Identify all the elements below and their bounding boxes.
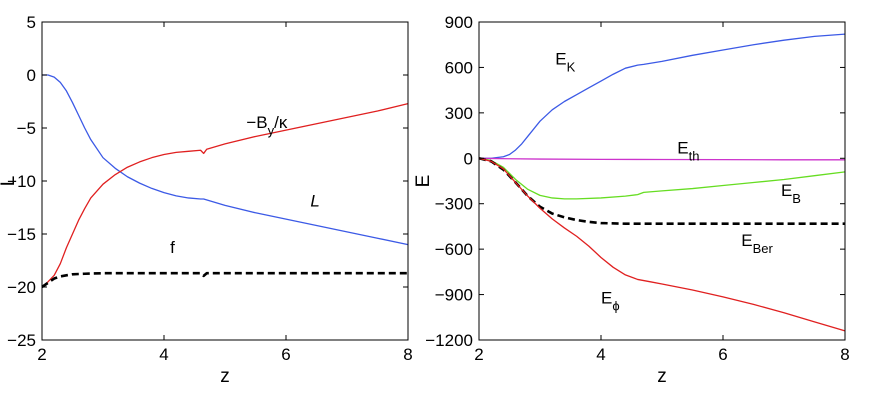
right-xtick-label: 6 — [718, 345, 727, 364]
right-xtick-label: 4 — [596, 345, 605, 364]
left-curve-label: L — [310, 191, 319, 210]
left-ytick-label: −10 — [7, 172, 36, 191]
left-ytick-label: 5 — [27, 13, 36, 32]
right-x-axis-label: z — [657, 366, 667, 387]
left-ytick-label: 0 — [27, 66, 36, 85]
right-curve-label: EB — [781, 181, 801, 206]
right-curve-label: EBer — [741, 231, 773, 256]
left-series--by-kappa-line — [41, 102, 409, 288]
right-panel-E: 2 4 6 8 900 600 300 0 −300 −600 −900 −1200 z E EK Eth EB… — [413, 13, 850, 387]
right-ytick-label: 300 — [445, 104, 473, 123]
right-y-axis-label: E — [413, 175, 434, 188]
right-ytick-label: 600 — [445, 58, 473, 77]
right-curve-label: Eϕ — [601, 289, 620, 314]
right-series-ephi-line — [478, 157, 846, 332]
left-xtick-label: 8 — [403, 345, 412, 364]
left-y-axis-label: L — [0, 176, 19, 187]
right-curve-label: Eth — [677, 139, 699, 164]
right-ytick-label: 900 — [445, 13, 473, 32]
left-ytick-label: −20 — [7, 278, 36, 297]
right-ytick-label: −1200 — [425, 331, 473, 350]
left-panel-L: 2 4 6 8 5 0 −5 −10 −15 −20 −25 z L −By/κ Lf — [0, 13, 413, 387]
right-series-ek-line — [479, 33, 846, 159]
left-xtick-label: 2 — [37, 345, 46, 364]
left-xtick-label: 6 — [281, 345, 290, 364]
right-xtick-label: 2 — [474, 345, 483, 364]
right-series-eth-line — [478, 157, 845, 161]
left-xtick-label: 4 — [159, 345, 168, 364]
right-curve-label: EK — [555, 49, 575, 74]
right-ytick-label: −900 — [435, 286, 473, 305]
left-series-f-line — [41, 271, 408, 289]
left-x-axis-label: z — [220, 366, 230, 387]
left-ytick-label: −15 — [7, 225, 36, 244]
right-ytick-label: −600 — [435, 240, 473, 259]
left-series-l-line — [42, 74, 409, 246]
right-xtick-label: 8 — [840, 345, 849, 364]
left-ytick-label: −25 — [7, 331, 36, 350]
right-ytick-label: 0 — [464, 149, 473, 168]
left-curve-label: −By/κ — [246, 113, 288, 138]
right-ytick-label: −300 — [435, 195, 473, 214]
left-axes-frame — [41, 21, 409, 341]
right-series-eb-line — [478, 157, 846, 200]
left-curve-label: f — [170, 238, 175, 257]
left-ytick-label: −5 — [17, 119, 36, 138]
right-axes-frame — [478, 21, 846, 341]
